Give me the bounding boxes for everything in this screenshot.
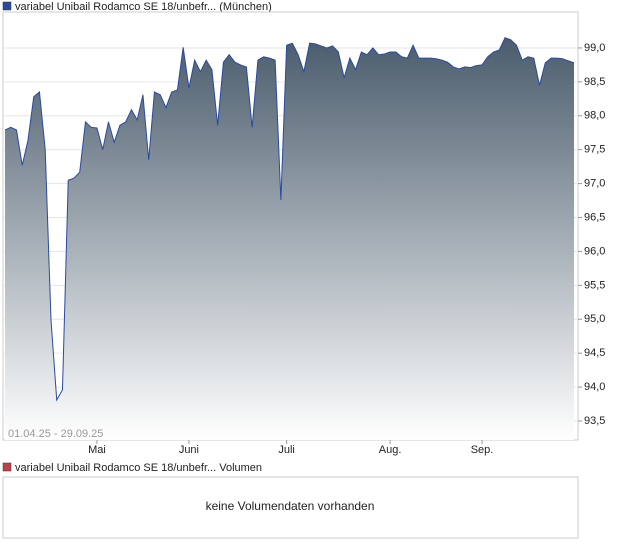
y-tick-label: 95,5: [584, 279, 605, 291]
y-tick-label: 93,5: [584, 415, 605, 427]
y-tick-label: 96,5: [584, 211, 605, 223]
y-tick-label: 96,0: [584, 245, 605, 257]
volume-frame: [2, 476, 579, 539]
date-range: 01.04.25 - 29.09.25: [8, 428, 103, 440]
y-tick-label: 94,0: [584, 381, 605, 393]
y-tick-label: 99,0: [584, 42, 605, 54]
x-tick-label: Sep.: [471, 444, 494, 456]
y-tick-label: 98,5: [584, 76, 605, 88]
legend-swatch: [2, 462, 12, 472]
legend-label: variabel Unibail Rodamco SE 18/unbefr...…: [15, 1, 272, 13]
y-tick-label: 95,0: [584, 313, 605, 325]
legend-swatch: [2, 1, 12, 11]
price-line: [4, 37, 575, 402]
volume-message: keine Volumendaten vorhanden: [206, 499, 375, 513]
y-tick-label: 97,0: [584, 178, 605, 190]
x-tick-label: Aug.: [379, 444, 402, 456]
x-tick-label: Juli: [278, 444, 295, 456]
y-tick-label: 98,0: [584, 110, 605, 122]
area-fill: [5, 37, 574, 441]
y-tick-label: 94,5: [584, 347, 605, 359]
x-tick-label: Mai: [88, 444, 106, 456]
x-tick-label: Juni: [179, 444, 199, 456]
y-tick-label: 97,5: [584, 144, 605, 156]
legend-label: variabel Unibail Rodamco SE 18/unbefr...…: [15, 462, 262, 474]
